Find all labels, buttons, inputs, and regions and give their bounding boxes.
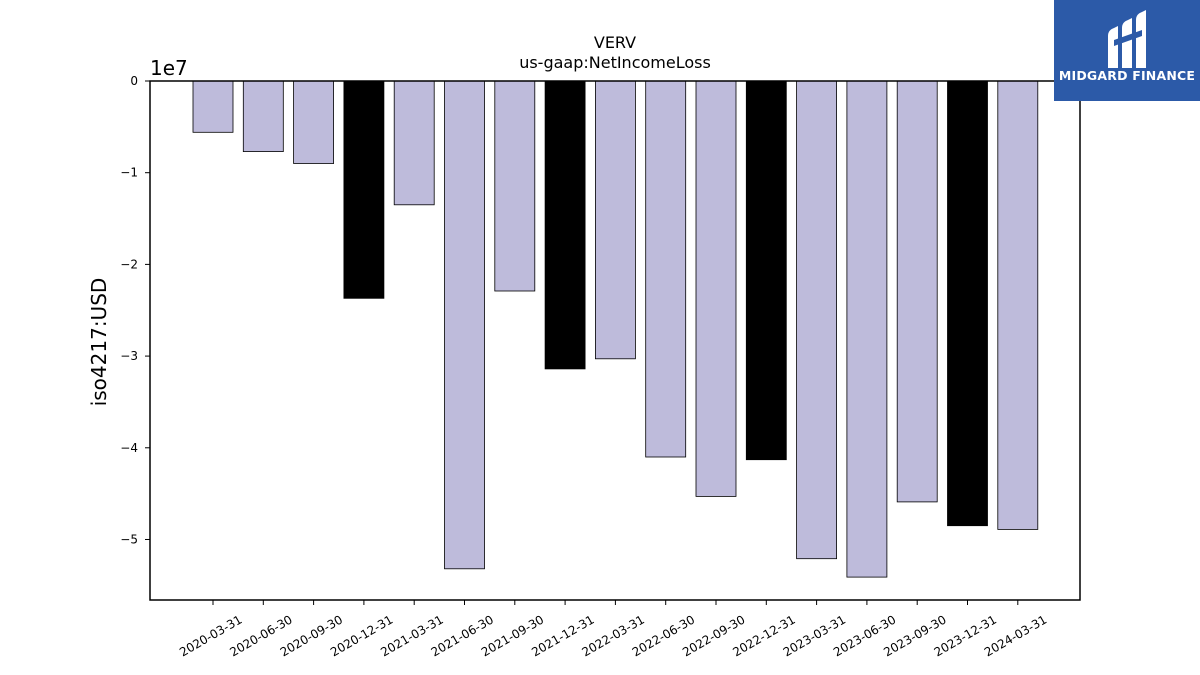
bar <box>796 80 837 560</box>
plot-frame <box>149 80 1081 601</box>
logo-text: MIDGARD FINANCE <box>1058 68 1196 83</box>
bar <box>896 80 938 503</box>
y-tick-label: −3 <box>120 349 138 363</box>
bar <box>494 80 536 292</box>
y-tick-label: −4 <box>120 441 138 455</box>
bar <box>997 80 1039 530</box>
y-ticks-group: 0 −1 −2 −3 −4 −5 <box>120 74 150 546</box>
y-axis-offset-label: 1e7 <box>150 56 188 80</box>
bar <box>293 80 335 164</box>
chart-title: VERV <box>594 33 636 52</box>
bar <box>242 80 284 152</box>
bar <box>695 80 737 497</box>
y-tick-label: 0 <box>130 74 138 88</box>
bar <box>544 80 586 370</box>
y-axis-label: iso4217:USD <box>87 278 111 407</box>
bar <box>846 80 888 578</box>
bar <box>947 80 988 527</box>
bar <box>192 80 234 133</box>
bar <box>343 80 385 299</box>
chart-subtitle: us-gaap:NetIncomeLoss <box>519 53 711 72</box>
y-tick-label: −5 <box>120 532 138 546</box>
bar <box>393 80 435 206</box>
y-tick-label: −2 <box>120 257 138 271</box>
bar <box>595 80 636 360</box>
midgard-finance-logo: MIDGARD FINANCE <box>1054 0 1200 101</box>
bar <box>444 80 485 570</box>
midgard-logo-icon <box>1108 10 1146 68</box>
x-ticks-group: 2020-03-312020-06-302020-09-302020-12-31… <box>177 600 1049 659</box>
bar <box>745 80 787 461</box>
bars-group <box>192 80 1039 578</box>
bar <box>645 80 687 458</box>
y-tick-label: −1 <box>120 166 138 180</box>
